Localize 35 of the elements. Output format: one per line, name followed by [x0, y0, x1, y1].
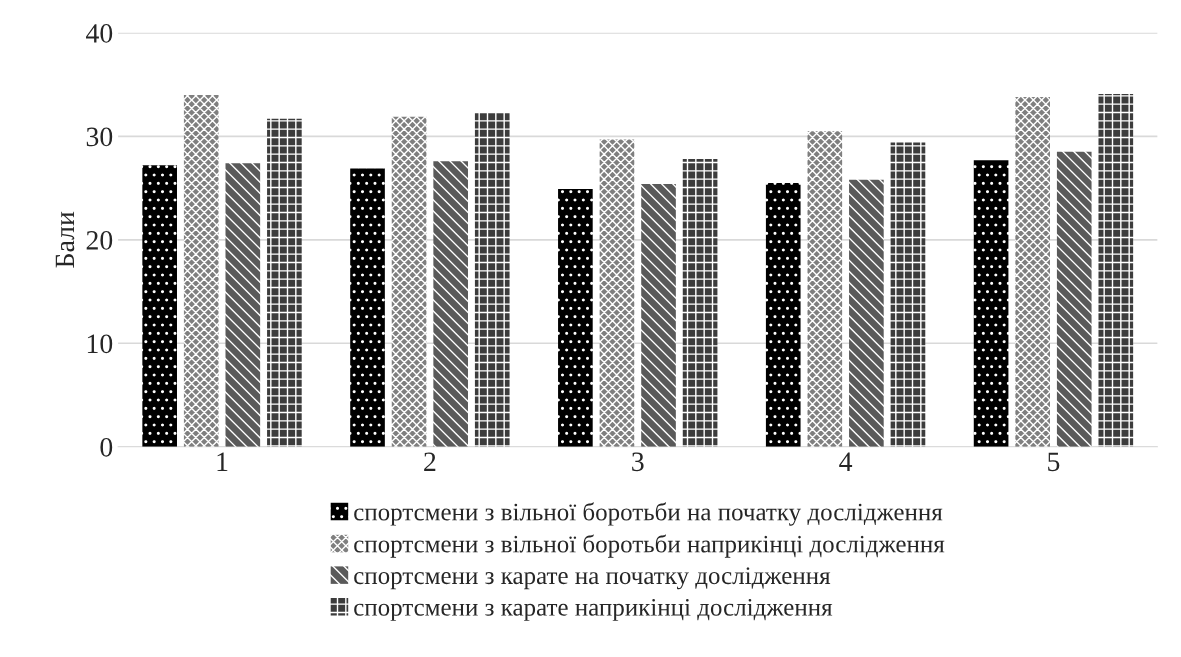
bar [474, 112, 510, 447]
x-tick-label: 2 [424, 452, 436, 471]
x-tick-label: 1 [217, 452, 228, 471]
bar [183, 94, 219, 447]
bar [433, 161, 468, 447]
bar [142, 165, 177, 447]
bar [807, 131, 843, 447]
x-tick-label: 4 [839, 452, 853, 471]
bar [350, 168, 385, 447]
bar [1015, 97, 1050, 447]
legend-label: спортсмени з вільної боротьби на початку дослідження [354, 502, 943, 526]
bar [890, 142, 926, 447]
bar [765, 182, 801, 447]
y-axis-title: Бали [55, 211, 75, 268]
bar [973, 160, 1009, 447]
legend-label: спортсмени з карате наприкінці дослідження [354, 598, 833, 621]
bar [558, 189, 593, 447]
y-tick-label: 20 [86, 230, 113, 250]
bar [599, 139, 635, 447]
bar [849, 179, 884, 447]
legend-label: спортсмени з карате на початку дослідження [354, 567, 831, 590]
x-tick-label: 5 [1048, 452, 1060, 472]
bar [225, 163, 261, 447]
bar [682, 159, 718, 447]
bar [1056, 151, 1092, 447]
y-tick-label: 40 [86, 24, 113, 43]
bar [267, 118, 302, 447]
bar [1098, 93, 1134, 447]
y-tick-label: 30 [86, 127, 113, 147]
y-tick-label: 0 [100, 437, 113, 457]
bar [641, 183, 676, 447]
y-tick-label: 10 [87, 334, 113, 354]
bar [391, 116, 427, 447]
x-tick-label: 3 [632, 452, 644, 472]
legend-label: спортсмени з вільної боротьби наприкінці дослідження [354, 534, 945, 558]
